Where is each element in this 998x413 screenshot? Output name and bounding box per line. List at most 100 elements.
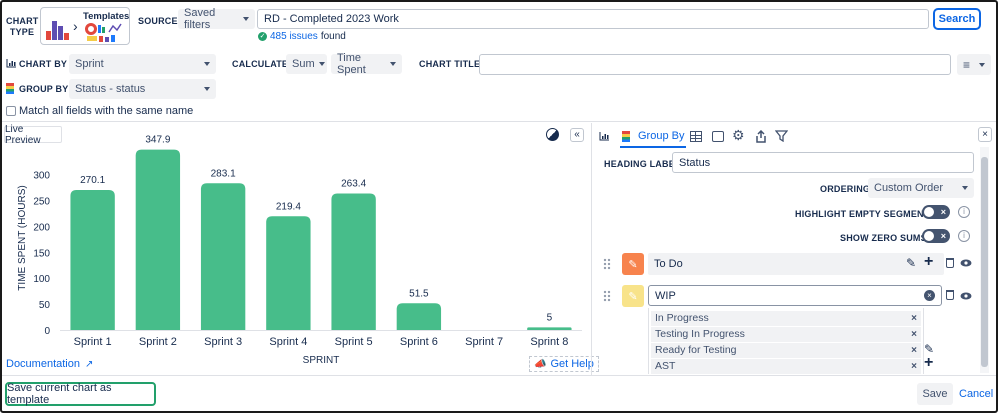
ordering-label: ORDERING xyxy=(820,184,871,194)
match-all-label: Match all fields with the same name xyxy=(19,105,194,117)
toggle-knob xyxy=(924,207,934,217)
chevron-down-icon xyxy=(243,17,249,21)
cancel-button-label: Cancel xyxy=(959,388,994,400)
gear-icon[interactable]: ⚙ xyxy=(732,127,745,143)
heading-label-input[interactable]: Status xyxy=(672,152,974,173)
eye-icon[interactable] xyxy=(960,259,972,267)
divider xyxy=(2,121,996,122)
cancel-button[interactable]: Cancel xyxy=(959,388,993,400)
x-tick-label: Sprint 3 xyxy=(204,336,242,348)
group-by-icon xyxy=(6,83,14,94)
calculate-function-dropdown[interactable]: Sum xyxy=(286,54,327,74)
calculate-field-dropdown[interactable]: Time Spent xyxy=(331,52,402,76)
bar xyxy=(331,193,376,330)
group-todo-row: To Do ✎ + xyxy=(648,253,944,275)
remove-icon[interactable]: × xyxy=(911,345,917,356)
panel-scrollbar[interactable] xyxy=(980,147,989,373)
source-label: SOURCE xyxy=(138,16,178,26)
bar xyxy=(266,216,311,330)
toggle-knob xyxy=(924,231,934,241)
live-preview-label: Live Preview xyxy=(5,123,41,146)
save-as-template-button[interactable]: Save current chart as template xyxy=(5,382,156,406)
chevron-down-icon xyxy=(390,62,396,66)
issues-count-link[interactable]: 485 issues xyxy=(270,31,318,42)
collapse-panel-button[interactable]: « xyxy=(570,128,584,142)
highlight-empty-toggle[interactable]: × xyxy=(922,205,950,219)
x-tick-label: Sprint 2 xyxy=(139,336,177,348)
highlight-empty-label: HIGHLIGHT EMPTY SEGMENTS xyxy=(795,209,936,219)
wip-item-label: AST xyxy=(655,360,676,372)
chart-by-value: Sprint xyxy=(75,58,104,70)
remove-icon[interactable]: × xyxy=(911,329,917,340)
bar-chart: 0 50 100 150 200 250 300 TIME SPENT (HOURS) 270.… xyxy=(17,135,582,366)
group-wip-name-input[interactable]: WIP xyxy=(648,285,942,306)
source-filter-input[interactable]: RD - Completed 2023 Work xyxy=(257,9,929,29)
chart-by-dropdown[interactable]: Sprint xyxy=(69,54,216,74)
info-icon[interactable]: i xyxy=(958,230,970,242)
chart-by-icon xyxy=(6,59,16,68)
x-tick-label: Sprint 1 xyxy=(74,336,112,348)
info-icon[interactable]: i xyxy=(958,206,970,218)
chart-title-label: CHART TITLE xyxy=(419,59,481,69)
table-icon[interactable] xyxy=(690,131,702,142)
wip-item: AST × xyxy=(651,359,921,374)
wip-item-label: Testing In Progress xyxy=(655,328,745,340)
delete-icon[interactable] xyxy=(946,258,954,268)
save-button[interactable]: Save xyxy=(917,383,953,405)
color-swatch-wip[interactable]: ✎ xyxy=(622,285,644,307)
close-panel-button[interactable]: × xyxy=(978,127,992,142)
saved-filters-dropdown[interactable]: Saved filters xyxy=(178,7,255,31)
chevron-right-icon: › xyxy=(73,18,78,34)
drag-handle-icon[interactable] xyxy=(603,258,611,270)
edit-icon[interactable]: ✎ xyxy=(906,256,917,270)
eye-icon[interactable] xyxy=(960,292,972,300)
toggle-off-icon: × xyxy=(940,231,946,241)
source-filter-value: RD - Completed 2023 Work xyxy=(264,13,399,25)
share-icon[interactable] xyxy=(755,130,767,143)
tab-group-by-label: Group By xyxy=(638,130,685,142)
clear-icon[interactable]: × xyxy=(924,290,935,301)
documentation-link[interactable]: Documentation ↗ xyxy=(6,358,93,370)
color-swatch-todo[interactable]: ✎ xyxy=(622,253,644,275)
megaphone-icon: 📣 xyxy=(534,358,547,370)
scrollbar-thumb[interactable] xyxy=(981,157,988,367)
filter-icon[interactable] xyxy=(775,130,788,142)
chart-by-label: CHART BY xyxy=(19,59,68,69)
tab-group-by[interactable]: Group By xyxy=(620,126,687,148)
get-help-button[interactable]: 📣 Get Help xyxy=(529,356,599,372)
x-tick-label: Sprint 5 xyxy=(335,336,373,348)
calculate-label: CALCULATE xyxy=(232,59,289,69)
remove-icon[interactable]: × xyxy=(911,361,917,372)
external-link-icon: ↗ xyxy=(85,358,94,370)
y-tick-label: 250 xyxy=(33,196,50,207)
group-by-dropdown[interactable]: Status - status xyxy=(69,79,216,99)
x-tick-label: Sprint 8 xyxy=(530,336,568,348)
add-icon[interactable]: + xyxy=(924,253,934,270)
edit-icon[interactable]: ✎ xyxy=(924,342,935,356)
chart-settings-tab-icon[interactable] xyxy=(599,132,609,141)
wip-item-label: Ready for Testing xyxy=(655,344,737,356)
delete-icon[interactable] xyxy=(946,290,954,300)
search-button[interactable]: Search xyxy=(933,8,981,30)
x-tick-label: Sprint 4 xyxy=(269,336,307,348)
remove-icon[interactable]: × xyxy=(911,313,917,324)
y-tick-label: 50 xyxy=(39,300,51,311)
chart-title-input[interactable] xyxy=(479,54,951,75)
add-icon[interactable]: + xyxy=(924,354,934,371)
ordering-dropdown[interactable]: Custom Order xyxy=(868,178,974,198)
templates-button[interactable]: › Templates xyxy=(40,7,130,45)
show-zero-sums-toggle[interactable]: × xyxy=(922,229,950,243)
chevron-down-icon xyxy=(204,87,210,91)
title-alignment-dropdown[interactable]: ≡ xyxy=(957,54,991,75)
match-all-checkbox[interactable] xyxy=(6,106,16,116)
theme-toggle-icon[interactable] xyxy=(546,128,559,141)
bar-value-label: 5 xyxy=(547,312,553,323)
ordering-value: Custom Order xyxy=(874,182,944,194)
comment-icon[interactable] xyxy=(712,131,724,142)
live-preview-tab[interactable]: Live Preview xyxy=(4,123,62,146)
drag-handle-icon[interactable] xyxy=(603,290,611,302)
issues-found: ✓ 485 issues found xyxy=(258,31,346,42)
footer-divider xyxy=(2,375,996,376)
x-axis-label: SPRINT xyxy=(303,355,340,366)
